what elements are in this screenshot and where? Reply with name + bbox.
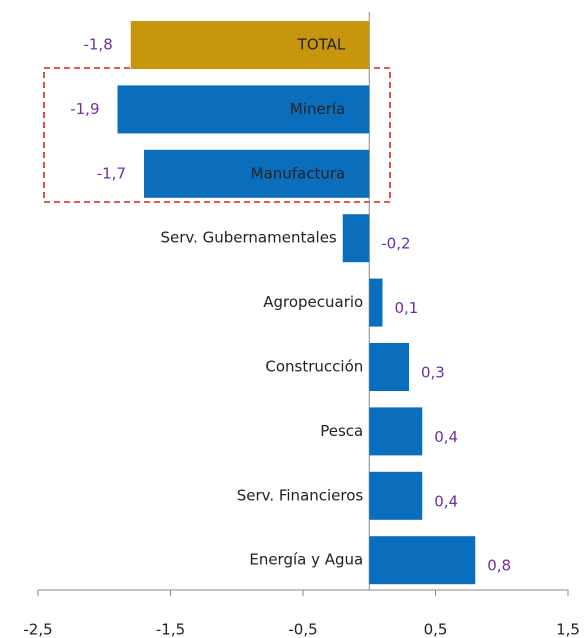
category-label: Agropecuario	[263, 293, 363, 311]
bar	[369, 343, 409, 391]
value-label: 0,8	[487, 557, 511, 575]
x-tick-label: 1,5	[556, 621, 580, 638]
value-label: 0,3	[421, 364, 445, 382]
value-label: -0,2	[381, 235, 410, 253]
value-label: 0,4	[434, 428, 458, 446]
category-label: Manufactura	[251, 164, 346, 182]
value-label: 0,4	[434, 492, 458, 510]
x-tick-label: -0,5	[288, 621, 317, 638]
bar	[369, 407, 423, 456]
bar	[369, 278, 383, 327]
x-tick-label: 0,5	[424, 621, 448, 638]
x-tick-label: -2,5	[23, 621, 52, 638]
category-label: Pesca	[320, 422, 363, 440]
category-label: Serv. Financieros	[237, 486, 364, 504]
value-label: -1,9	[70, 100, 99, 118]
value-label: -1,7	[97, 164, 126, 182]
value-label: -1,8	[83, 36, 112, 54]
bar	[369, 536, 476, 585]
category-label: Serv. Gubernamentales	[160, 229, 336, 247]
bar	[130, 21, 370, 69]
category-label: TOTAL	[297, 36, 346, 54]
x-tick-label: -1,5	[156, 621, 185, 638]
value-label: 0,1	[395, 299, 419, 317]
bar	[342, 214, 370, 263]
category-label: Minería	[290, 100, 345, 118]
category-label: Energía y Agua	[249, 551, 363, 569]
bar	[144, 149, 370, 198]
bar	[369, 471, 423, 520]
bar	[117, 85, 370, 134]
category-label: Construcción	[265, 358, 363, 376]
